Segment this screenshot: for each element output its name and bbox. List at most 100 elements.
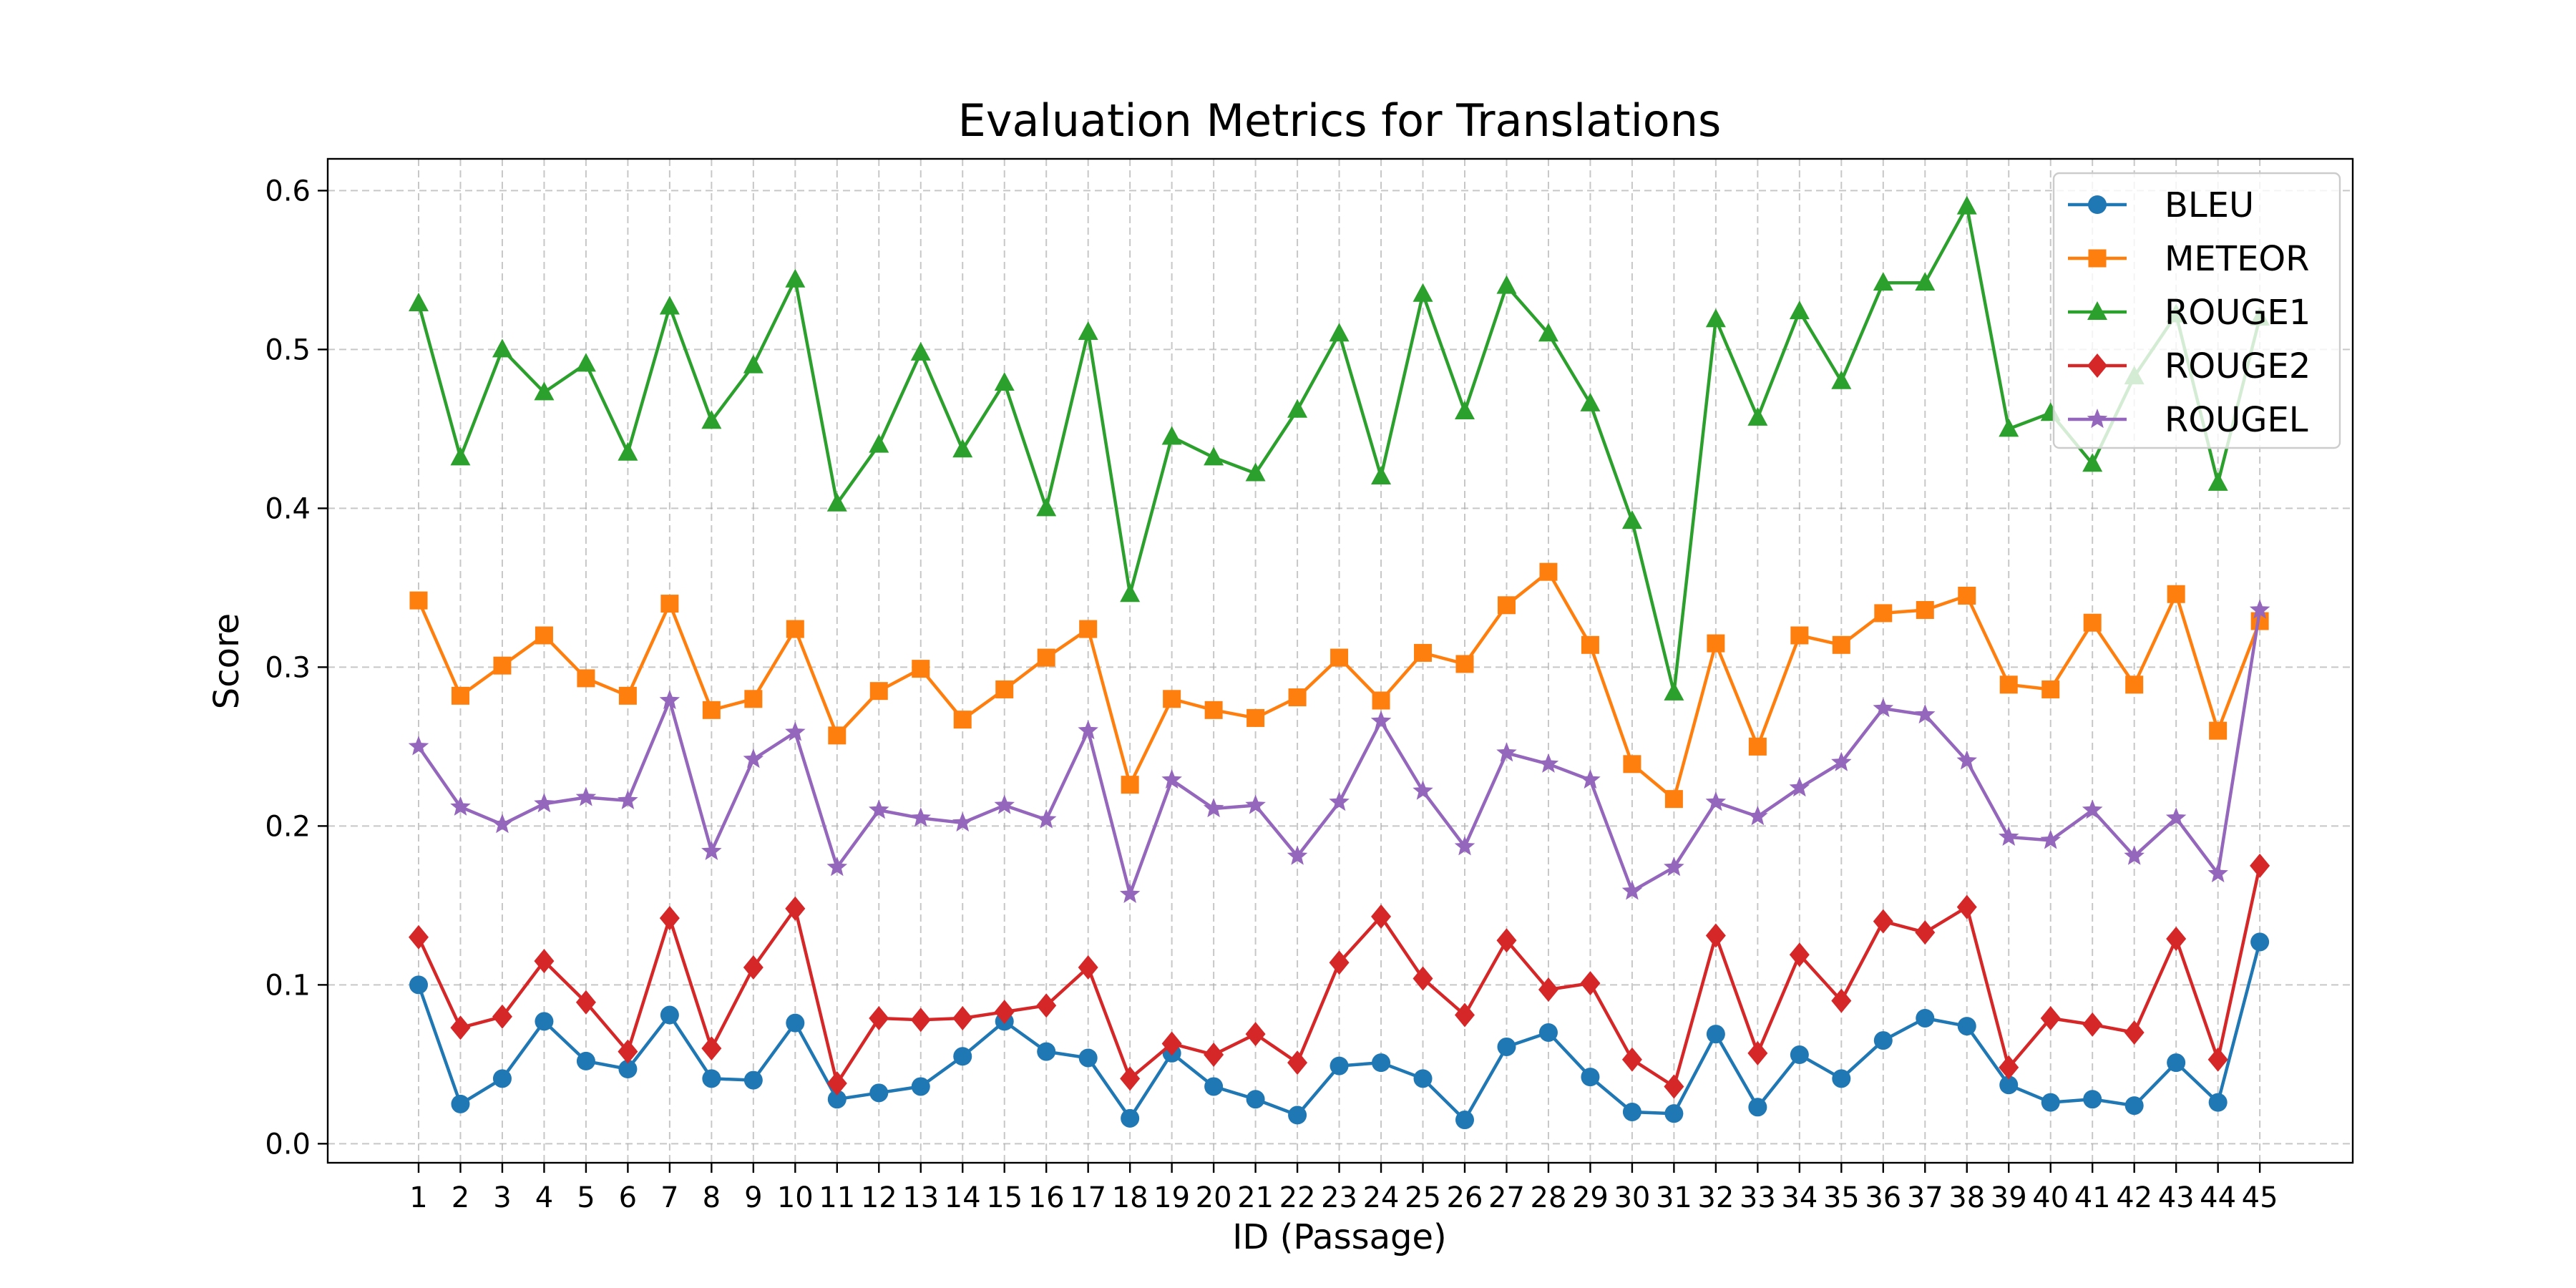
data-point-rouge1 <box>1831 370 1852 389</box>
data-point-bleu <box>2041 1093 2060 1112</box>
data-point-rouge2 <box>2207 1047 2228 1072</box>
data-point-rouge2 <box>869 1005 889 1030</box>
data-point-rouge2 <box>743 955 763 980</box>
data-point-rouge1 <box>1999 418 2019 437</box>
data-point-rouge1 <box>1455 400 1475 419</box>
data-point-rouge2 <box>2250 853 2270 878</box>
data-point-bleu <box>1873 1031 1893 1050</box>
data-point-rouge1 <box>1956 195 1977 215</box>
data-point-meteor <box>1539 562 1558 581</box>
data-point-bleu <box>2167 1053 2186 1073</box>
data-point-rougel <box>2249 599 2270 619</box>
data-point-rouge1 <box>1664 681 1684 701</box>
data-point-rouge1 <box>659 296 680 315</box>
data-point-rouge1 <box>1705 308 1726 328</box>
data-point-rouge2 <box>994 1000 1015 1025</box>
x-tick-label: 6 <box>619 1181 637 1214</box>
data-point-meteor <box>1916 600 1934 619</box>
data-point-bleu <box>1121 1108 1140 1128</box>
chart-title: Evaluation Metrics for Translations <box>958 94 1722 147</box>
data-point-bleu <box>869 1083 889 1103</box>
y-tick-label: 0.6 <box>265 175 311 208</box>
data-point-rouge1 <box>1036 497 1057 517</box>
data-point-rougel <box>575 786 597 806</box>
data-point-rouge1 <box>1538 323 1558 342</box>
data-point-rouge2 <box>1204 1043 1224 1068</box>
data-point-rouge1 <box>994 372 1015 391</box>
data-point-rouge2 <box>1078 955 1098 980</box>
data-point-rouge2 <box>1455 1002 1475 1028</box>
y-tick-label: 0.5 <box>265 333 311 366</box>
data-point-rougel <box>1203 798 1224 818</box>
legend-item-rougel: ROUGEL <box>2068 400 2308 440</box>
data-point-meteor <box>1163 690 1181 708</box>
data-point-meteor <box>1414 643 1433 662</box>
data-point-bleu <box>409 975 428 995</box>
data-point-meteor <box>1204 701 1223 719</box>
data-point-bleu <box>535 1012 554 1031</box>
data-point-rouge2 <box>450 1015 471 1040</box>
data-point-bleu <box>1538 1023 1558 1042</box>
x-tick-label: 41 <box>2074 1181 2111 1214</box>
data-point-rougel <box>2124 845 2145 865</box>
data-point-rouge2 <box>2124 1020 2145 1045</box>
series-rougel <box>408 599 2270 903</box>
series-meteor <box>409 562 2269 809</box>
x-tick-label: 20 <box>1196 1181 1232 1214</box>
x-tick-label: 7 <box>660 1181 678 1214</box>
data-point-rougel <box>1035 809 1057 829</box>
plot-frame <box>326 157 2354 1164</box>
data-point-rouge2 <box>1287 1050 1308 1075</box>
data-point-rougel <box>1747 806 1768 826</box>
legend-label-meteor: METEOR <box>2165 239 2310 279</box>
data-point-rouge1 <box>1245 462 1266 482</box>
data-point-rouge2 <box>910 1008 931 1033</box>
data-point-meteor <box>1288 688 1307 707</box>
data-point-rouge1 <box>575 353 596 372</box>
data-point-rougel <box>869 799 889 819</box>
data-point-bleu <box>1664 1104 1684 1123</box>
data-point-rouge1 <box>1078 321 1098 340</box>
data-point-rouge1 <box>618 441 638 461</box>
data-point-rouge2 <box>659 906 680 931</box>
y-tick-label: 0.3 <box>265 651 311 684</box>
data-point-meteor <box>1497 596 1516 615</box>
series-rouge1 <box>409 195 2270 701</box>
data-point-rougel <box>2207 863 2228 883</box>
data-point-rouge2 <box>1161 1031 1182 1056</box>
data-point-rougel <box>826 857 848 877</box>
data-point-meteor <box>2209 721 2228 740</box>
x-tick-label: 31 <box>1656 1181 1692 1214</box>
x-tick-label: 8 <box>703 1181 721 1214</box>
x-tick-label: 25 <box>1405 1181 1441 1214</box>
data-point-rougel <box>618 789 638 809</box>
x-tick-label: 21 <box>1237 1181 1274 1214</box>
x-tick-label: 38 <box>1948 1181 1985 1214</box>
data-point-rougel <box>1956 750 1977 770</box>
data-point-rouge2 <box>1873 909 1893 934</box>
x-tick-label: 40 <box>2032 1181 2069 1214</box>
legend-label-rouge1: ROUGE1 <box>2165 293 2311 333</box>
data-point-bleu <box>451 1094 470 1113</box>
data-point-rougel <box>701 840 722 860</box>
data-point-rouge1 <box>534 381 555 401</box>
x-tick-label: 37 <box>1907 1181 1943 1214</box>
data-point-rouge2 <box>1538 977 1558 1002</box>
data-point-rouge2 <box>952 1005 973 1030</box>
x-tick-label: 10 <box>777 1181 814 1214</box>
data-point-meteor <box>2041 680 2060 698</box>
data-point-rougel <box>1287 845 1308 865</box>
data-point-bleu <box>1330 1056 1349 1075</box>
legend-marker-bleu <box>2088 195 2107 214</box>
data-point-rouge1 <box>1621 510 1642 530</box>
data-point-rouge1 <box>2207 472 2228 491</box>
data-point-rouge2 <box>1036 993 1057 1018</box>
data-point-rougel <box>450 796 471 816</box>
data-point-rouge1 <box>1580 392 1601 411</box>
data-point-meteor <box>1958 586 1976 605</box>
data-point-meteor <box>786 620 804 638</box>
x-tick-label: 12 <box>861 1181 897 1214</box>
x-tick-label: 32 <box>1697 1181 1734 1214</box>
legend-item-rouge2: ROUGE2 <box>2068 346 2311 386</box>
data-point-bleu <box>1455 1111 1474 1130</box>
